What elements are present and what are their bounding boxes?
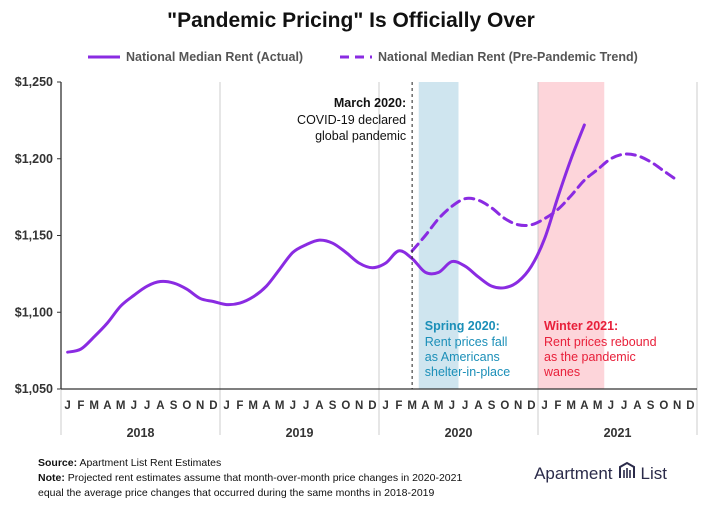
note-line-2: equal the average price changes that occ…	[38, 487, 435, 499]
x-month-label: A	[103, 400, 111, 412]
brand-logo: Apartment List	[534, 461, 667, 486]
spring-annotation-line: Rent prices fall	[425, 335, 508, 349]
source-text: Apartment List Rent Estimates	[79, 457, 222, 469]
x-month-label: A	[580, 400, 588, 412]
source-note: Source: Apartment List Rent Estimates	[38, 456, 221, 471]
note-line-1: Projected rent estimates assume that mon…	[67, 472, 463, 484]
winter-annotation-heading: Winter 2021:	[544, 319, 618, 333]
brand-word-list: List	[640, 463, 667, 483]
x-year-label: 2018	[127, 426, 155, 440]
projection-note: Note: Projected rent estimates assume th…	[38, 471, 462, 501]
x-month-label: J	[223, 400, 229, 412]
x-month-label: N	[514, 400, 522, 412]
spring-annotation-line: shelter-in-place	[425, 365, 511, 379]
x-month-label: S	[647, 400, 655, 412]
x-month-label: S	[329, 400, 337, 412]
x-month-label: A	[421, 400, 429, 412]
actual-rent-line	[66, 123, 586, 354]
x-month-label: M	[434, 400, 444, 412]
x-month-label: A	[262, 400, 270, 412]
x-month-label: N	[355, 400, 363, 412]
x-year-label: 2020	[445, 426, 473, 440]
apartment-list-logo-icon	[617, 461, 637, 486]
x-month-label: A	[474, 400, 482, 412]
winter-annotation-line: as the pandemic	[544, 350, 636, 364]
x-month-label: M	[89, 400, 99, 412]
x-month-label: A	[633, 400, 641, 412]
x-month-label: M	[593, 400, 603, 412]
x-month-label: F	[236, 400, 243, 412]
y-tick-label: $1,250	[15, 75, 53, 89]
x-month-label: N	[673, 400, 681, 412]
x-month-label: D	[209, 400, 217, 412]
march-annotation-heading: March 2020:	[334, 96, 406, 110]
march-annotation-line: COVID-19 declared	[297, 113, 406, 127]
x-month-label: F	[77, 400, 84, 412]
winter-annotation-line: Rent prices rebound	[544, 335, 657, 349]
legend-actual-label: National Median Rent (Actual)	[126, 50, 303, 64]
x-month-label: F	[554, 400, 561, 412]
trend-rent-line	[410, 152, 679, 253]
x-month-label: O	[341, 400, 350, 412]
x-month-label: J	[462, 400, 468, 412]
y-tick-label: $1,150	[15, 229, 53, 243]
x-year-label: 2019	[286, 426, 314, 440]
x-month-label: A	[315, 400, 323, 412]
x-month-label: J	[290, 400, 296, 412]
x-month-label: S	[488, 400, 496, 412]
x-month-label: M	[248, 400, 258, 412]
x-month-label: D	[368, 400, 376, 412]
spring-annotation-heading: Spring 2020:	[425, 319, 500, 333]
source-label: Source:	[38, 457, 78, 469]
chart-title: "Pandemic Pricing" Is Officially Over	[167, 9, 535, 32]
x-month-label: J	[449, 400, 455, 412]
x-month-label: J	[382, 400, 388, 412]
x-month-label: O	[500, 400, 509, 412]
x-month-label: A	[156, 400, 164, 412]
x-month-label: O	[659, 400, 668, 412]
x-month-label: D	[686, 400, 694, 412]
x-month-label: M	[566, 400, 576, 412]
x-month-label: J	[541, 400, 547, 412]
march-annotation-line: global pandemic	[315, 129, 406, 143]
x-month-label: J	[131, 400, 137, 412]
x-month-label: F	[395, 400, 402, 412]
spring-annotation-line: as Americans	[425, 350, 500, 364]
x-month-label: O	[182, 400, 191, 412]
x-month-label: J	[608, 400, 614, 412]
x-month-label: D	[527, 400, 535, 412]
x-month-label: J	[303, 400, 309, 412]
y-tick-label: $1,050	[15, 382, 53, 396]
x-month-label: J	[64, 400, 70, 412]
x-month-label: M	[275, 400, 285, 412]
legend-trend-label: National Median Rent (Pre-Pandemic Trend…	[378, 50, 638, 64]
x-month-label: J	[144, 400, 150, 412]
winter-2021-band	[538, 82, 605, 389]
y-tick-label: $1,100	[15, 305, 53, 319]
y-tick-label: $1,200	[15, 152, 53, 166]
x-month-label: S	[170, 400, 178, 412]
x-month-label: J	[621, 400, 627, 412]
brand-word-apartment: Apartment	[534, 463, 613, 483]
note-label: Note:	[38, 472, 65, 484]
x-year-label: 2021	[604, 426, 632, 440]
x-month-label: M	[116, 400, 126, 412]
winter-annotation-line: wanes	[543, 365, 580, 379]
x-month-label: M	[407, 400, 417, 412]
x-month-label: N	[196, 400, 204, 412]
